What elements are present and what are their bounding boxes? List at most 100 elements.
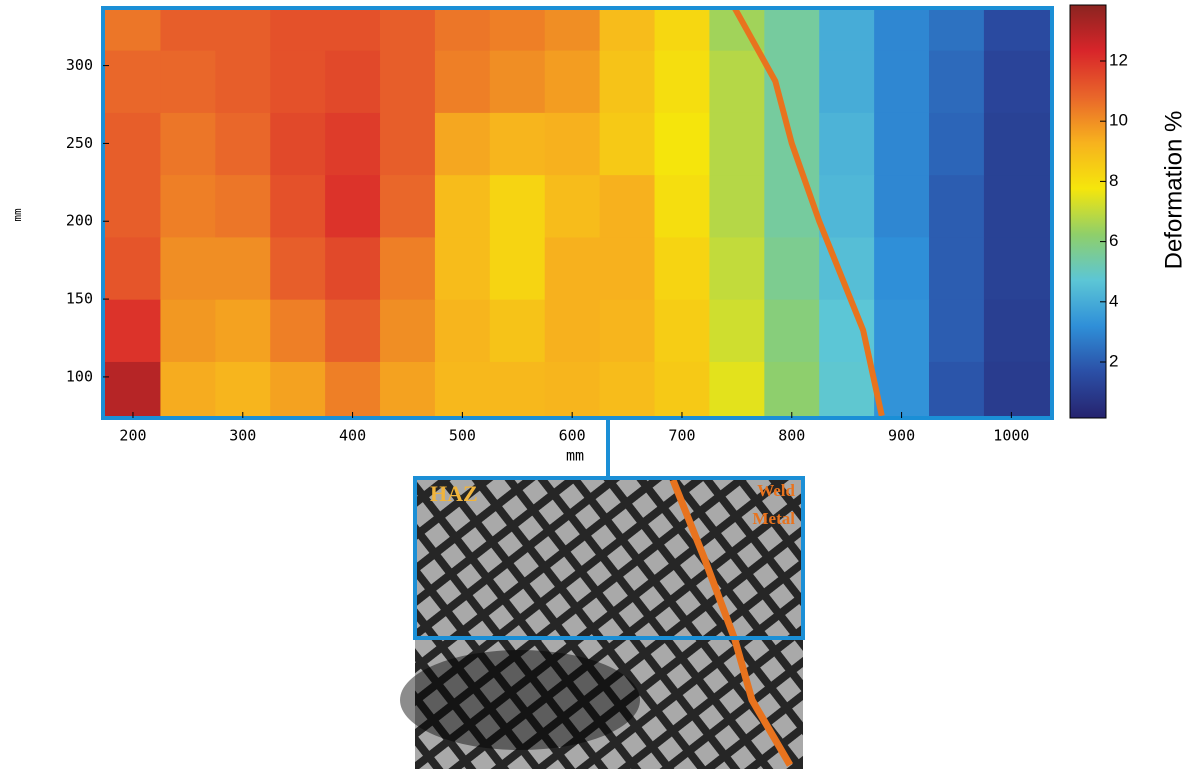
cell xyxy=(325,299,380,362)
cell xyxy=(270,361,325,418)
x-tick-label: 300 xyxy=(229,427,256,445)
cell xyxy=(160,50,215,113)
cell xyxy=(270,50,325,113)
cell xyxy=(929,175,984,238)
cell xyxy=(215,8,270,51)
cell xyxy=(764,361,819,418)
cell xyxy=(490,50,545,113)
cell xyxy=(984,299,1053,362)
cell xyxy=(160,361,215,418)
x-tick-label: 900 xyxy=(888,427,915,445)
cell xyxy=(874,112,929,175)
cell xyxy=(600,299,655,362)
cell xyxy=(709,299,764,362)
cell xyxy=(655,8,710,51)
cell xyxy=(709,361,764,418)
cell xyxy=(545,8,600,51)
cell xyxy=(600,237,655,300)
cell xyxy=(380,361,435,418)
cell xyxy=(435,361,490,418)
cell xyxy=(160,8,215,51)
cell xyxy=(929,8,984,51)
cell xyxy=(270,299,325,362)
cell xyxy=(874,299,929,362)
cell xyxy=(874,175,929,238)
cell xyxy=(160,299,215,362)
cell xyxy=(709,175,764,238)
cell xyxy=(984,112,1053,175)
cell xyxy=(380,112,435,175)
colorbar-tick-label: 2 xyxy=(1109,351,1118,370)
y-tick-label: 300 xyxy=(66,56,93,74)
cell xyxy=(490,112,545,175)
cell xyxy=(103,299,161,362)
x-tick-label: 400 xyxy=(339,427,366,445)
x-tick-label: 600 xyxy=(559,427,586,445)
cell xyxy=(270,8,325,51)
cell xyxy=(709,237,764,300)
cell xyxy=(215,175,270,238)
x-tick-label: 500 xyxy=(449,427,476,445)
cell xyxy=(545,361,600,418)
cell xyxy=(160,237,215,300)
cell xyxy=(325,112,380,175)
cell xyxy=(325,50,380,113)
cell xyxy=(929,50,984,113)
colorbar-tick-label: 12 xyxy=(1109,50,1128,69)
cell xyxy=(215,237,270,300)
cell xyxy=(600,175,655,238)
cell xyxy=(380,237,435,300)
cell xyxy=(984,175,1053,238)
colorbar-label: Deformation % xyxy=(1160,111,1187,270)
cell xyxy=(764,237,819,300)
y-tick-label: 200 xyxy=(66,212,93,230)
cell xyxy=(325,237,380,300)
x-tick-label: 800 xyxy=(778,427,805,445)
cell xyxy=(819,50,874,113)
cell xyxy=(435,112,490,175)
cells xyxy=(103,8,1053,419)
cell xyxy=(819,175,874,238)
cell xyxy=(600,361,655,418)
cell xyxy=(984,361,1053,418)
cell xyxy=(103,175,161,238)
cell xyxy=(435,237,490,300)
annotation: HAZ xyxy=(430,481,478,506)
cell xyxy=(435,299,490,362)
colorbar-fill xyxy=(1070,5,1106,418)
cell xyxy=(215,112,270,175)
cell xyxy=(545,50,600,113)
cell xyxy=(490,299,545,362)
annotation: Metal xyxy=(753,509,796,528)
cell xyxy=(655,50,710,113)
cell xyxy=(490,8,545,51)
cell xyxy=(270,112,325,175)
cell xyxy=(709,112,764,175)
cell xyxy=(545,175,600,238)
x-tick-label: 1000 xyxy=(993,427,1029,445)
cell xyxy=(490,175,545,238)
cell xyxy=(929,237,984,300)
cell xyxy=(215,50,270,113)
cell xyxy=(874,8,929,51)
cell xyxy=(764,299,819,362)
cell xyxy=(325,361,380,418)
cell xyxy=(103,50,161,113)
cell xyxy=(600,112,655,175)
cell xyxy=(929,361,984,418)
cell xyxy=(380,175,435,238)
y-tick-label: 150 xyxy=(66,290,93,308)
cell xyxy=(655,112,710,175)
cell xyxy=(545,112,600,175)
cell xyxy=(435,8,490,51)
cell xyxy=(984,237,1053,300)
cell xyxy=(270,175,325,238)
cell xyxy=(380,299,435,362)
cell xyxy=(380,8,435,51)
y-tick-label: 250 xyxy=(66,134,93,152)
cell xyxy=(929,299,984,362)
cell xyxy=(655,361,710,418)
cell xyxy=(490,361,545,418)
